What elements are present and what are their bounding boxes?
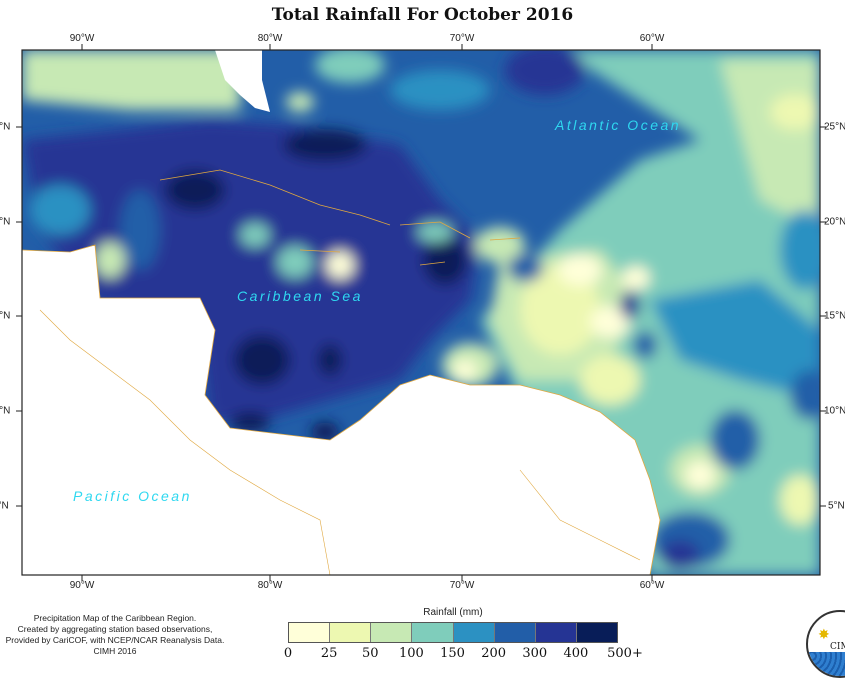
rainfall-field: [22, 50, 820, 575]
land-mask: [22, 245, 660, 575]
lon-label-top: 90°W: [69, 33, 95, 44]
sun-icon: ✸: [818, 626, 830, 642]
atlantic-ocean-label: Atlantic Ocean: [554, 117, 681, 133]
legend-swatch: [453, 623, 495, 642]
legend-tick-label: 100: [398, 646, 424, 661]
legend-tick-label: 300: [522, 646, 548, 661]
footer-line: Precipitation Map of the Caribbean Regio…: [33, 613, 197, 623]
legend-swatch: [494, 623, 536, 642]
legend-swatch: [412, 623, 454, 642]
legend-swatch: [371, 623, 413, 642]
legend-swatch: [576, 623, 617, 642]
legend-tick-label: 200: [481, 646, 507, 661]
map-frame: [21, 49, 821, 576]
lat-label-left: 10°N: [0, 405, 11, 417]
footer-credits: Precipitation Map of the Caribbean Regio…: [0, 613, 270, 657]
lat-label-left: 15°N: [0, 310, 11, 322]
legend-colorbar: [288, 622, 618, 643]
footer-line: Provided by CariCOF, with NCEP/NCAR Rean…: [5, 635, 225, 645]
lon-label-top: 80°W: [257, 33, 283, 44]
lon-label-top: 60°W: [639, 33, 665, 44]
footer-line: Created by aggregating station based obs…: [17, 624, 213, 634]
lat-label-left: 20°N: [0, 216, 11, 228]
lon-label-bottom: 70°W: [449, 580, 475, 591]
lon-label-bottom: 60°W: [639, 580, 665, 591]
legend-swatch: [289, 623, 331, 642]
lat-label-right: 10°N: [824, 405, 845, 417]
legend-title: Rainfall (mm): [423, 607, 483, 618]
lat-label-right: 5°N: [828, 500, 845, 512]
caribbean-sea-label: Caribbean Sea: [237, 288, 363, 304]
legend-tick-label: 150: [440, 646, 465, 661]
lon-label-top: 70°W: [449, 33, 475, 44]
map-title: Total Rainfall For October 2016: [271, 5, 574, 25]
legend-tick-label: 500+: [607, 646, 643, 661]
lat-label-left: 5°N: [0, 500, 9, 512]
legend-swatch: [535, 623, 577, 642]
legend-tick-label: 50: [361, 646, 379, 661]
legend-tick-label: 0: [283, 646, 293, 661]
lon-label-bottom: 80°W: [257, 580, 283, 591]
footer-line: CIMH 2016: [93, 646, 137, 656]
legend-tick-label: 400: [563, 646, 589, 661]
lat-label-right: 20°N: [824, 216, 845, 228]
lon-label-bottom: 90°W: [69, 580, 95, 591]
lat-label-right: 15°N: [824, 310, 845, 322]
legend-swatch: [330, 623, 372, 642]
logo-text: CIMH: [830, 642, 845, 652]
lat-label-left: 25°N: [0, 121, 11, 133]
lat-label-right: 25°N: [824, 121, 845, 133]
legend-tick-label: 25: [320, 646, 338, 661]
pacific-ocean-label: Pacific Ocean: [73, 488, 192, 504]
sea-icon: [808, 652, 845, 676]
